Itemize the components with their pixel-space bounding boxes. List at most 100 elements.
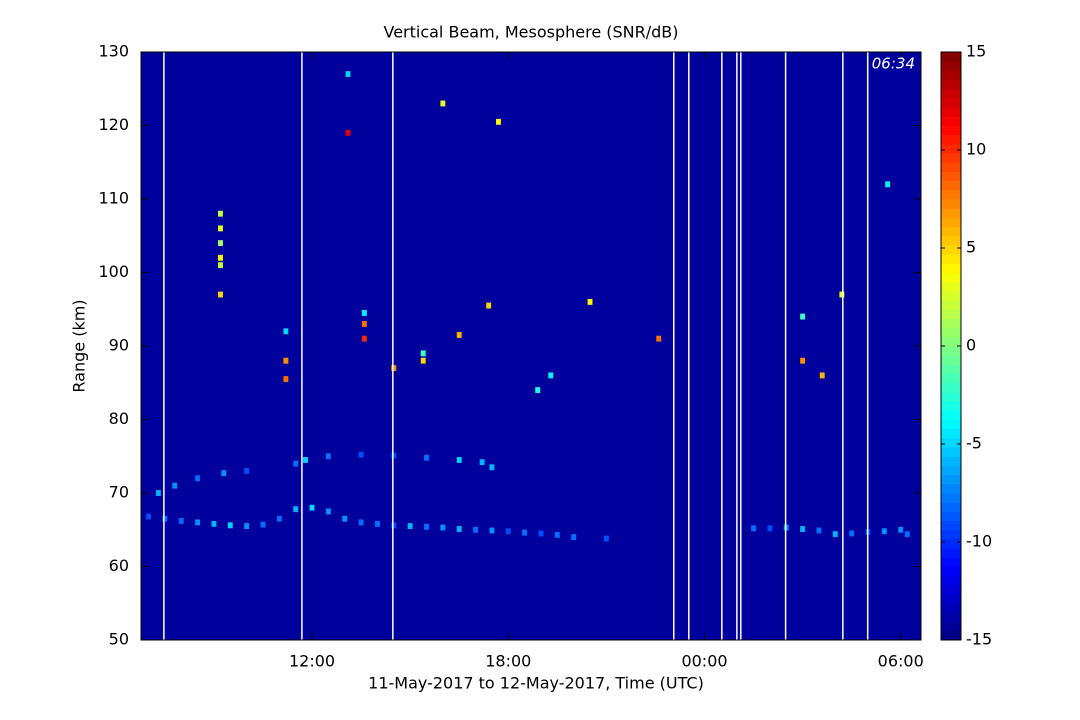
echo-cell	[361, 309, 367, 316]
colorbar-segment	[941, 474, 961, 485]
colorbar-segment	[941, 327, 961, 338]
colorbar-segment	[941, 143, 961, 154]
colorbar-segment	[941, 336, 961, 347]
echo-cell	[244, 468, 250, 474]
echo-cell	[656, 335, 662, 342]
echo-cell	[800, 357, 806, 364]
echo-cell	[221, 470, 227, 477]
echo-cell	[345, 71, 351, 77]
colorbar-segment	[941, 493, 961, 503]
colorbar-segment	[941, 456, 961, 466]
echo-cell	[283, 376, 289, 383]
colorbar-segment	[941, 107, 961, 117]
echo-cell	[218, 240, 223, 247]
echo-cell	[260, 521, 266, 528]
echo-cell	[218, 291, 223, 298]
colorbar-segment	[941, 612, 961, 623]
colorbar-segment	[941, 208, 961, 218]
echo-cell	[440, 100, 446, 107]
echo-cell	[244, 523, 250, 530]
colorbar-tick-label: -10	[966, 532, 992, 551]
echo-cell	[283, 328, 289, 335]
echo-cell	[496, 118, 501, 125]
colorbar-segment	[941, 355, 961, 365]
x-axis-label: 11-May-2017 to 12-May-2017, Time (UTC)	[368, 674, 704, 693]
colorbar-segment	[941, 465, 961, 476]
echo-cell	[767, 525, 773, 532]
echo-cell	[819, 372, 825, 379]
echo-cell	[293, 460, 299, 467]
echo-cell	[325, 508, 331, 515]
colorbar-segment	[941, 254, 961, 264]
echo-cell	[800, 313, 806, 320]
echo-cell	[218, 254, 223, 261]
echo-cell	[420, 357, 426, 364]
echo-cell	[424, 523, 429, 530]
colorbar-segment	[941, 557, 961, 567]
colorbar-segment	[941, 189, 961, 200]
echo-cell	[178, 517, 184, 524]
echo-cell	[800, 526, 806, 532]
echo-cell	[407, 523, 413, 530]
echo-cell	[535, 387, 541, 394]
echo-cell	[155, 490, 161, 496]
echo-cell	[832, 531, 838, 538]
echo-cell	[162, 515, 168, 522]
echo-cell	[146, 513, 151, 520]
colorbar-segment	[941, 437, 961, 448]
echo-cell	[211, 520, 217, 527]
y-tick-label: 110	[98, 189, 129, 208]
colorbar-segment	[941, 382, 961, 393]
echo-cell	[751, 525, 757, 532]
echo-cell	[456, 332, 462, 338]
colorbar-segment	[941, 318, 961, 329]
echo-cell	[283, 357, 289, 364]
echo-cell	[218, 225, 223, 232]
echo-cell	[881, 528, 887, 535]
colorbar-tick-label: -5	[966, 434, 982, 453]
y-tick-label: 130	[98, 42, 129, 61]
echo-cell	[489, 464, 495, 471]
colorbar-tick-label: 10	[966, 140, 986, 159]
colorbar-tick-label: -15	[966, 630, 992, 649]
echo-cell	[479, 459, 485, 466]
colorbar-segment	[941, 70, 961, 81]
echo-cell	[276, 515, 282, 522]
echo-cell	[440, 524, 446, 531]
colorbar-segment	[941, 116, 961, 126]
colorbar-segment	[941, 300, 961, 310]
echo-cell	[303, 456, 308, 463]
echo-cell	[456, 456, 462, 463]
colorbar-segment	[941, 125, 961, 136]
x-tick-label: 00:00	[681, 652, 727, 671]
colorbar-segment	[941, 447, 961, 457]
echo-cell	[293, 506, 299, 513]
x-tick-label: 12:00	[289, 652, 335, 671]
colorbar-segment	[941, 346, 961, 356]
colorbar-segment	[941, 529, 961, 540]
echo-cell	[227, 522, 233, 529]
echo-cell	[522, 529, 528, 536]
echo-cell	[505, 528, 511, 535]
colorbar-segment	[941, 548, 961, 558]
echo-cell	[548, 372, 554, 379]
colorbar-segment	[941, 584, 961, 595]
echo-cell	[489, 527, 495, 534]
echo-cell	[361, 321, 367, 327]
colorbar-segment	[941, 401, 961, 411]
echo-cell	[361, 335, 367, 342]
colorbar-segment	[941, 538, 961, 549]
colorbar-segment	[941, 162, 961, 172]
colorbar-segment	[941, 511, 961, 522]
echo-cell	[486, 302, 492, 309]
echo-cell	[325, 453, 331, 460]
echo-cell	[538, 530, 544, 537]
echo-cell	[391, 365, 397, 371]
y-tick-label: 80	[109, 409, 129, 428]
colorbar-segment	[941, 244, 961, 255]
y-tick-label: 90	[109, 336, 129, 355]
echo-cell	[218, 262, 223, 269]
colorbar-segment	[941, 364, 961, 375]
y-tick-label: 60	[109, 556, 129, 575]
